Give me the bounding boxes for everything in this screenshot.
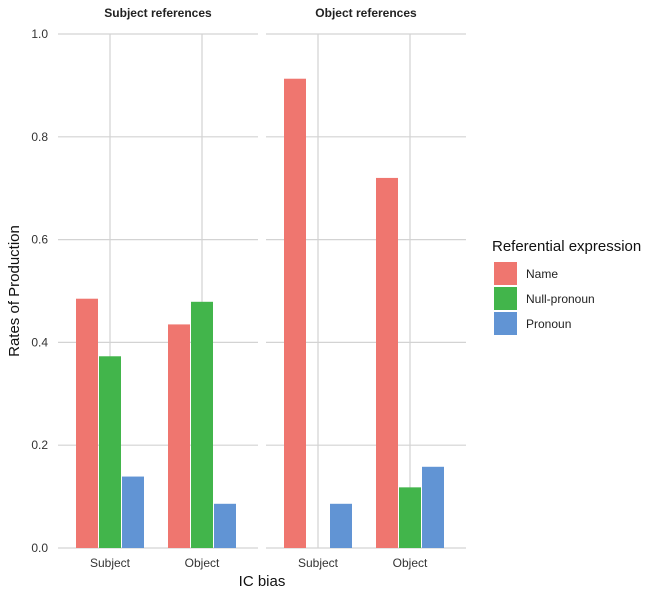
labels-layer: Subject references Subject Object Object re… <box>6 6 428 590</box>
y-tick-label: 1.0 <box>31 27 48 41</box>
legend: Referential expression Name Null-pronoun Pr… <box>492 238 641 335</box>
bar-null-pronoun <box>99 356 121 548</box>
x-tick-label: Subject <box>90 556 131 570</box>
bar-pronoun <box>122 476 144 548</box>
x-tick-label: Object <box>393 556 428 570</box>
bar-pronoun <box>422 466 444 548</box>
bar-null-pronoun <box>399 487 421 548</box>
bar-name <box>168 324 190 548</box>
facet-title: Object references <box>315 6 417 20</box>
bar-name <box>376 177 398 549</box>
legend-label: Name <box>526 267 558 281</box>
y-tick-label: 0.2 <box>31 438 48 452</box>
y-axis-title: Rates of Production <box>6 225 23 357</box>
y-tick-label: 0.6 <box>31 233 48 247</box>
legend-label: Pronoun <box>526 317 571 331</box>
y-tick-label: 0.8 <box>31 130 48 144</box>
y-tick-label: 0.4 <box>31 335 48 349</box>
x-axis-title: IC bias <box>239 573 286 590</box>
bar-name <box>76 298 98 548</box>
legend-swatch <box>494 312 517 335</box>
legend-swatch <box>494 262 517 285</box>
bars-layer <box>76 78 444 549</box>
x-tick-label: Subject <box>298 556 339 570</box>
bar-name <box>284 78 306 548</box>
bar-pronoun <box>330 503 352 548</box>
bar-null-pronoun <box>191 301 213 548</box>
legend-title: Referential expression <box>492 238 641 255</box>
y-tick-label: 0.0 <box>31 541 48 555</box>
legend-label: Null-pronoun <box>526 292 595 306</box>
bar-pronoun <box>214 503 236 548</box>
legend-swatch <box>494 287 517 310</box>
facet-title: Subject references <box>104 6 212 20</box>
x-tick-label: Object <box>185 556 220 570</box>
